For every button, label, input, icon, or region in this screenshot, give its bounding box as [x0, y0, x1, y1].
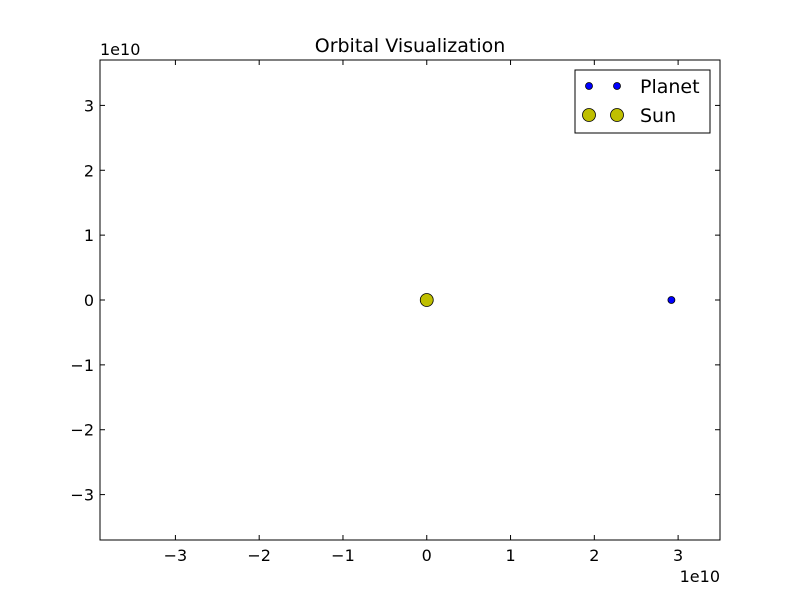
legend-marker-sun: [610, 108, 624, 122]
y-tick-label: −3: [70, 486, 94, 505]
y-axis-offset-label: 1e10: [100, 40, 140, 59]
x-tick-label: 2: [589, 546, 599, 565]
legend-label-sun: Sun: [640, 105, 676, 127]
sun-point: [419, 293, 434, 307]
legend-box: [574, 69, 711, 134]
data-layer: [419, 293, 676, 307]
legend-label-planet: Planet: [640, 76, 700, 98]
x-tick-label: 1: [505, 546, 515, 565]
x-tick-label: −3: [164, 546, 188, 565]
plot-area: [99, 59, 721, 541]
y-tick-label: −2: [70, 421, 94, 440]
legend-marker-planet: [613, 82, 621, 90]
y-tick-label: 0: [84, 291, 94, 310]
chart-title: Orbital Visualization: [315, 35, 506, 57]
y-tick-label: 3: [84, 96, 94, 115]
legend-marker-planet: [585, 82, 593, 90]
y-axis: 3 2 1 0 −1 −2 −3: [70, 96, 720, 505]
x-tick-label: −2: [247, 546, 271, 565]
x-axis: −3 −2 −1 0 1 2 3: [164, 60, 683, 565]
x-tick-label: 0: [422, 546, 432, 565]
y-tick-label: 2: [84, 161, 94, 180]
planet-point: [667, 296, 676, 304]
x-tick-label: 3: [673, 546, 683, 565]
x-axis-offset-label: 1e10: [680, 567, 720, 586]
legend-marker-sun: [582, 108, 596, 122]
x-tick-label: −1: [331, 546, 355, 565]
y-tick-label: −1: [70, 356, 94, 375]
legend: Planet Sun: [574, 69, 711, 134]
y-tick-label: 1: [84, 226, 94, 245]
